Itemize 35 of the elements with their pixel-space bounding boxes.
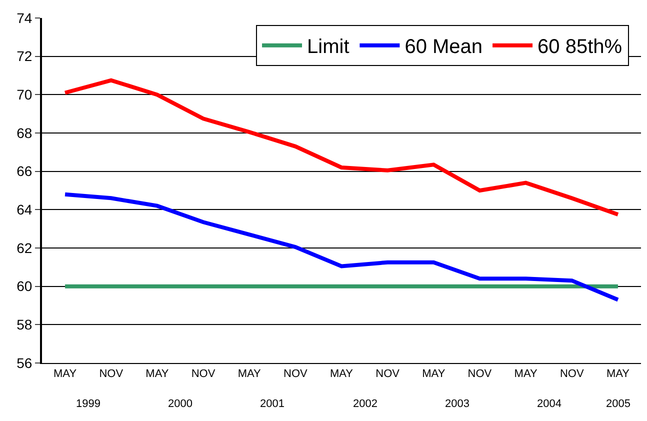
- legend-label: Limit: [307, 36, 350, 58]
- legend-label: 60 85th%: [538, 36, 622, 58]
- text: 2000: [168, 398, 192, 410]
- y-tick-label: 74: [16, 10, 32, 26]
- y-tick-label: 60: [16, 278, 32, 294]
- x-tick-label: MAY: [514, 368, 538, 380]
- y-tick-label: 56: [16, 354, 32, 371]
- x-tick-label: MAY: [422, 368, 446, 380]
- text: 2002: [353, 398, 378, 410]
- y-tick-label: 68: [16, 124, 32, 141]
- y-tick-label: 70: [16, 86, 32, 103]
- x-tick-label: NOV: [560, 368, 584, 380]
- x-tick-label: NOV: [468, 368, 492, 380]
- y-tick-label: 58: [16, 316, 32, 333]
- x-tick-label: NOV: [191, 368, 216, 380]
- x-tick-label: NOV: [284, 368, 308, 380]
- text: 1999: [76, 398, 100, 410]
- text: 2004: [537, 398, 562, 410]
- x-tick-label: MAY: [146, 368, 170, 380]
- text: 2001: [260, 398, 284, 410]
- x-tick-label: NOV: [376, 368, 400, 380]
- y-tick-label: 72: [16, 48, 32, 64]
- y-tick-label: 64: [16, 202, 32, 218]
- x-tick-label: MAY: [54, 368, 78, 380]
- x-tick-label: NOV: [99, 368, 124, 380]
- x-tick-label: MAY: [606, 368, 630, 380]
- y-tick-label: 62: [16, 240, 32, 256]
- y-tick-label: 66: [16, 163, 32, 180]
- text: 2003: [445, 398, 470, 410]
- line-series: [63, 78, 620, 216]
- legend-label: 60 Mean: [404, 36, 483, 58]
- x-tick-label: MAY: [330, 368, 354, 380]
- text: 2005: [606, 398, 630, 410]
- x-tick-label: MAY: [238, 368, 262, 380]
- line-series: [63, 192, 620, 302]
